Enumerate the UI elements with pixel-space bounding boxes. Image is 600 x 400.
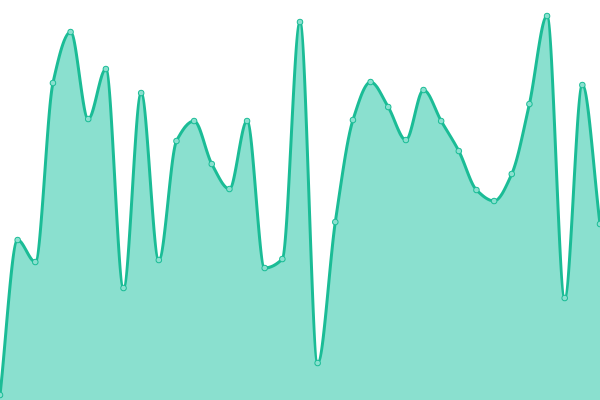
data-point	[31, 258, 39, 266]
data-point	[490, 197, 498, 205]
data-point	[49, 79, 57, 87]
data-point	[102, 65, 110, 73]
data-point	[84, 115, 92, 123]
data-point	[190, 117, 198, 125]
data-point	[437, 117, 445, 125]
data-point	[261, 264, 269, 272]
data-point	[14, 236, 21, 244]
data-point	[331, 218, 339, 226]
data-point	[367, 78, 374, 86]
data-point	[67, 28, 74, 36]
data-point	[402, 136, 410, 144]
data-point	[279, 255, 286, 263]
data-point	[120, 284, 127, 292]
data-point	[526, 100, 533, 108]
data-point	[314, 359, 321, 367]
data-point	[473, 186, 480, 194]
data-point	[226, 185, 233, 193]
data-point	[296, 18, 304, 26]
data-point	[508, 170, 516, 178]
data-point	[243, 117, 251, 125]
data-point	[579, 81, 586, 89]
data-point	[561, 294, 569, 302]
data-point	[455, 147, 463, 155]
area-fill	[0, 16, 600, 400]
data-point	[420, 86, 427, 94]
data-point	[173, 137, 180, 145]
data-point	[596, 220, 600, 228]
data-point	[155, 256, 163, 264]
data-points	[0, 12, 600, 399]
data-point	[137, 89, 145, 97]
data-point	[0, 391, 4, 399]
data-point	[543, 12, 551, 20]
data-point	[208, 160, 216, 168]
data-point	[384, 103, 392, 111]
data-point	[349, 116, 357, 124]
